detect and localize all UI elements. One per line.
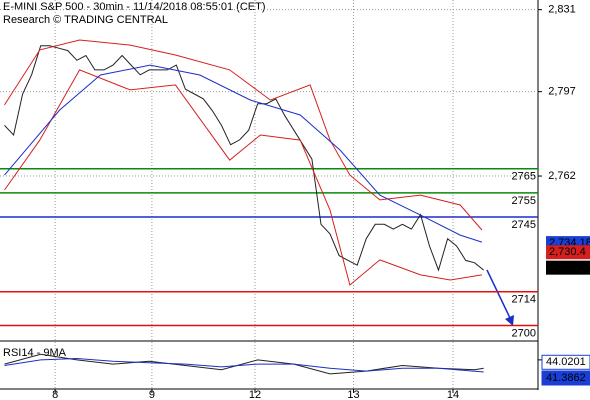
rsi-label-box	[541, 370, 590, 386]
chart-subtitle: Research © TRADING CENTRAL	[3, 14, 168, 26]
forecast-arrow	[486, 269, 511, 319]
level-label: 2755	[512, 195, 536, 207]
chart-title: E-MINI S&P 500 - 30min - 11/14/2018 08:5…	[3, 1, 266, 13]
series-line	[4, 64, 483, 243]
arrow-head	[505, 315, 514, 326]
x-tick-label: 13	[347, 389, 359, 400]
rsi-label-box	[541, 354, 590, 370]
series-line	[4, 69, 482, 286]
x-tick-label: 12	[249, 389, 261, 400]
price-label-box	[546, 245, 590, 260]
rsi-label: 41.3862	[546, 372, 586, 384]
price-label-box	[546, 260, 590, 275]
level-label: 2745	[512, 219, 536, 231]
price-label: 2,724	[549, 262, 577, 274]
rsi-label: 44.0201	[546, 356, 586, 368]
level-label: 2700	[512, 327, 536, 339]
x-tick-label: 9	[149, 389, 155, 400]
y-tick-label: 2,831	[548, 4, 576, 16]
series-line	[4, 45, 485, 272]
series-line	[4, 357, 484, 373]
series-line	[4, 353, 484, 375]
level-label: 2765	[512, 171, 536, 183]
level-label: 2714	[512, 294, 536, 306]
series-line	[4, 39, 483, 231]
y-tick-label: 2,762	[548, 170, 576, 182]
y-tick-label: 2,797	[548, 86, 576, 98]
x-tick-label: 14	[447, 389, 459, 400]
x-tick-label: 8	[52, 389, 58, 400]
price-label: 2,730.4	[549, 246, 586, 258]
